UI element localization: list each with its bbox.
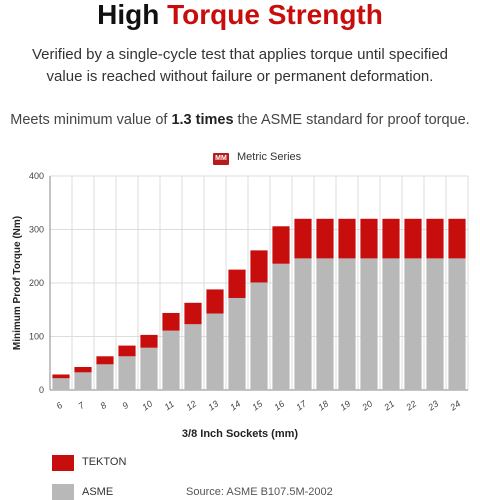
meets-statement: Meets minimum value of 1.3 times the ASM… (0, 112, 480, 128)
bar-asme (448, 258, 466, 390)
x-tick-label: 23 (425, 399, 440, 414)
legend-swatch-tekton (52, 455, 74, 471)
meets-suffix: the ASME standard for proof torque. (233, 112, 470, 128)
bar-tekton (184, 302, 202, 325)
bar-tekton (52, 374, 70, 379)
x-tick-label: 7 (76, 399, 87, 411)
bar-asme (382, 258, 400, 390)
bar-tekton (426, 218, 444, 259)
bar-tekton (228, 269, 246, 298)
bar-asme (228, 297, 246, 390)
y-tick-label: 100 (29, 332, 44, 342)
bar-tekton (74, 366, 92, 373)
bar-asme (426, 258, 444, 390)
bar-tekton (294, 218, 312, 259)
bar-asme (96, 364, 114, 390)
x-tick-label: 19 (338, 399, 352, 413)
bar-asme (360, 258, 378, 390)
bar-tekton (360, 218, 378, 259)
meets-prefix: Meets minimum value of (10, 112, 172, 128)
x-tick-label: 18 (316, 399, 330, 413)
bar-asme (162, 330, 180, 390)
bar-tekton (448, 218, 466, 259)
bar-tekton (272, 226, 290, 264)
y-tick-label: 300 (29, 225, 44, 235)
bar-asme (272, 263, 290, 390)
x-tick-label: 20 (359, 399, 374, 414)
bar-asme (52, 378, 70, 390)
bar-asme (184, 324, 202, 390)
x-tick-label: 17 (294, 398, 309, 413)
bar-asme (338, 258, 356, 390)
legend-label-tekton: TEKTON (82, 456, 127, 468)
x-tick-label: 12 (184, 399, 198, 413)
x-tick-label: 8 (98, 400, 108, 411)
title-accent: Torque Strength (167, 0, 383, 30)
y-axis-title: Minimum Proof Torque (Nm) (12, 216, 23, 350)
bar-asme (118, 356, 136, 390)
legend-swatch-asme (52, 484, 74, 500)
bar-asme (250, 282, 268, 390)
page-subtitle: Verified by a single-cycle test that app… (31, 46, 449, 85)
x-tick-label: 22 (403, 399, 418, 414)
bar-asme (206, 313, 224, 390)
page-title: High Torque Strength (0, 0, 480, 30)
y-tick-label: 200 (29, 278, 44, 288)
y-tick-label: 0 (39, 385, 44, 395)
x-tick-label: 13 (206, 399, 220, 413)
x-tick-label: 11 (163, 399, 176, 413)
x-tick-label: 15 (250, 398, 265, 413)
bar-tekton (382, 218, 400, 259)
bar-tekton (140, 334, 158, 348)
bar-asme (404, 258, 422, 390)
bar-tekton (338, 218, 356, 259)
bar-tekton (162, 312, 180, 331)
bar-asme (294, 258, 312, 390)
x-tick-label: 16 (272, 399, 286, 413)
x-tick-label: 21 (381, 399, 396, 414)
bar-tekton (118, 345, 136, 357)
metric-badge-icon: MM (213, 153, 229, 165)
source-note: Source: ASME B107.5M-2002 (186, 486, 333, 498)
bar-tekton (96, 356, 114, 365)
x-tick-label: 6 (54, 400, 64, 411)
x-tick-label: 10 (140, 399, 154, 413)
bar-tekton (404, 218, 422, 259)
bar-asme (74, 372, 92, 390)
bar-tekton (250, 250, 268, 283)
x-tick-label: 14 (228, 399, 242, 413)
y-tick-label: 400 (29, 171, 44, 181)
series-label: Metric Series (237, 151, 302, 163)
legend-label-asme: ASME (82, 486, 114, 498)
bar-tekton (206, 289, 224, 314)
x-tick-label: 24 (447, 399, 462, 414)
title-plain: High (97, 0, 168, 30)
bar-tekton (316, 218, 334, 259)
x-axis-title: 3/8 Inch Sockets (mm) (182, 428, 298, 440)
meets-bold: 1.3 times (171, 112, 234, 128)
x-tick-label: 9 (120, 400, 130, 411)
bar-asme (140, 347, 158, 390)
bar-asme (316, 258, 334, 390)
